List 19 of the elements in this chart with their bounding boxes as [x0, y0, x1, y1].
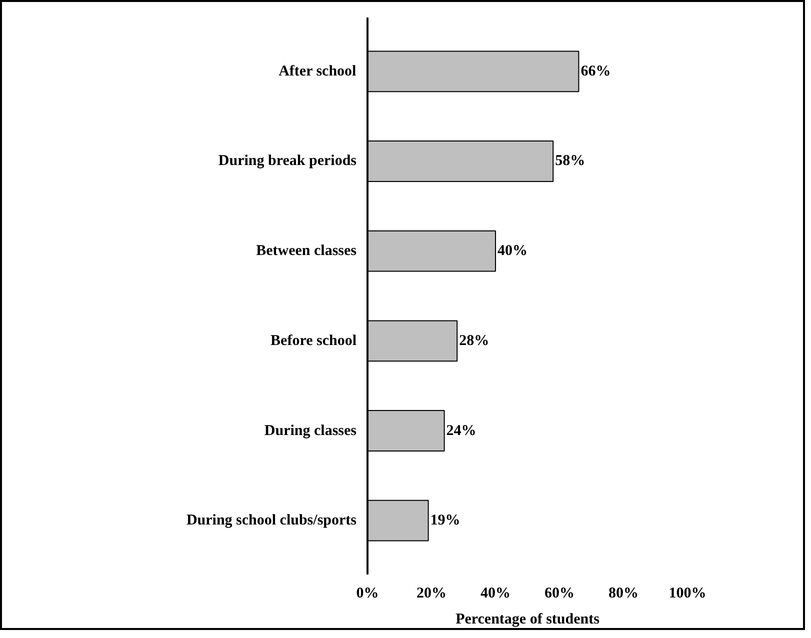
y-tick-label: Before school: [270, 332, 357, 349]
y-tick-label: Between classes: [256, 243, 357, 260]
data-label: 40%: [498, 243, 528, 260]
data-label: 24%: [446, 422, 476, 439]
y-tick-label: During school clubs/sports: [186, 512, 357, 529]
y-tick-label: After school: [278, 63, 356, 80]
x-axis-title: Percentage of students: [456, 612, 600, 628]
x-tick-label: 0%: [356, 586, 379, 602]
data-label: 19%: [430, 512, 460, 529]
x-tick-label: 40%: [480, 586, 510, 602]
y-tick-label: During break periods: [218, 153, 357, 170]
data-label: 58%: [555, 153, 586, 170]
x-tick-label: 60%: [544, 586, 574, 602]
y-tick-label: During classes: [264, 422, 357, 439]
data-label: 66%: [580, 63, 611, 80]
x-tick-label: 20%: [416, 586, 446, 602]
x-tick-label: 100%: [668, 586, 706, 602]
x-tick-label: 80%: [608, 586, 638, 602]
data-label: 28%: [459, 332, 490, 349]
